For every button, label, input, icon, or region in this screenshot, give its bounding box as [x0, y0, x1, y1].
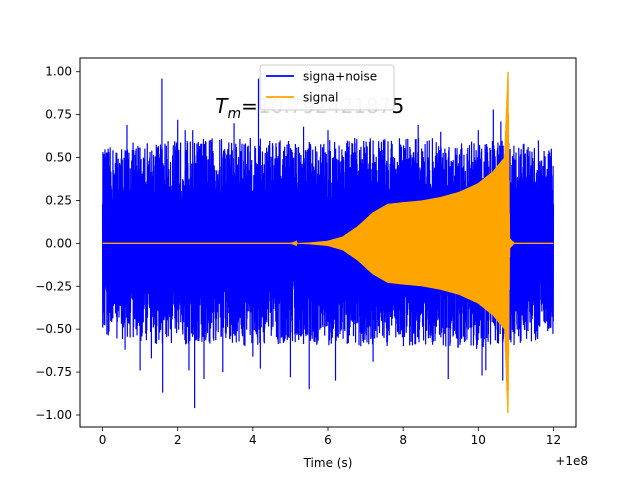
y-tick-label: 0.25: [45, 193, 72, 207]
x-tick-label: 2: [174, 433, 182, 447]
x-tick-label: 10: [471, 433, 486, 447]
y-tick-label: 0.75: [45, 108, 72, 122]
y-tick-label: −0.75: [35, 365, 72, 379]
series-line-signal: [102, 71, 554, 414]
y-tick-label: −0.50: [35, 322, 72, 336]
plot-area: [101, 71, 555, 414]
y-tick-label: 0.00: [45, 236, 72, 250]
y-tick-label: 1.00: [45, 65, 72, 79]
x-tick-label: 0: [99, 433, 107, 447]
x-axis-label: Time (s): [303, 456, 353, 470]
tm-equals: =: [241, 94, 258, 118]
legend: signa+noise signal: [259, 64, 395, 111]
legend-label-signal: signal: [303, 91, 339, 105]
x-tick-label: 4: [249, 433, 257, 447]
y-tick-label: 0.50: [45, 151, 72, 165]
x-tick-label: 6: [324, 433, 332, 447]
axis-ticks: 0 2 4 6 8 10 12 −1.00 −0.75 −0.50 −0.25 0.00 0.25 0.5…: [35, 65, 561, 447]
x-tick-label: 12: [546, 433, 561, 447]
y-tick-label: −1.00: [35, 408, 72, 422]
y-tick-label: −0.25: [35, 279, 72, 293]
x-tick-label: 8: [399, 433, 407, 447]
x-axis-offset-label: +1e8: [555, 454, 588, 468]
tm-symbol: T: [215, 94, 229, 118]
tm-value-last: 5: [392, 94, 405, 118]
tm-subscript: m: [227, 106, 241, 122]
legend-label-signal-noise: signa+noise: [303, 70, 377, 84]
